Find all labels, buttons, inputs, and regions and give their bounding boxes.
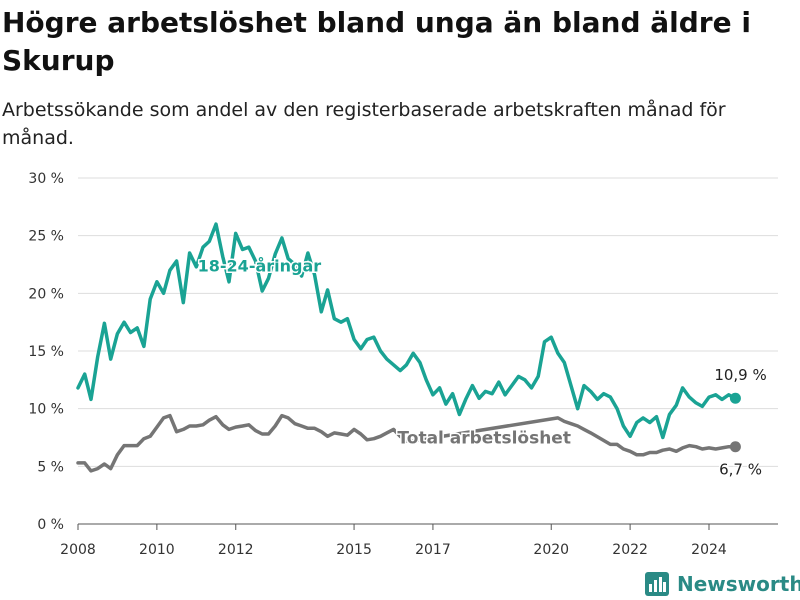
x-tick-label: 2020: [533, 542, 569, 558]
chart-subtitle: Arbetssökande som andel av den registerb…: [2, 99, 726, 149]
brand-name: Newsworthy: [677, 572, 800, 596]
x-tick-label: 2012: [218, 542, 254, 558]
end-value-label: 10,9 %: [714, 366, 766, 384]
x-tick-label: 2022: [612, 542, 648, 558]
grid-lines: [78, 177, 778, 525]
end-point: [729, 441, 741, 453]
x-tick-label: 2008: [60, 542, 96, 558]
y-tick-label: 0 %: [37, 517, 64, 533]
y-tick-label: 30 %: [28, 171, 64, 187]
x-tick-label: 2017: [415, 542, 451, 558]
series-line: [76, 413, 738, 473]
end-point: [729, 392, 741, 404]
newsworthy-logo: Newsworthy: [645, 570, 800, 598]
series-lines: [76, 222, 741, 473]
series-line: [76, 222, 738, 440]
y-tick-label: 5 %: [37, 459, 64, 475]
series-name-label: 18-24-åringar: [198, 256, 322, 275]
bar-chart-logo-icon: [645, 572, 669, 596]
y-tick-label: 20 %: [28, 286, 64, 302]
y-tick-label: 15 %: [28, 344, 64, 360]
series-labels: 18-24-åringar Total arbetslöshet 10,9 % 6,7…: [196, 255, 768, 480]
x-tick-label: 2010: [139, 542, 175, 558]
y-tick-label: 10 %: [28, 402, 64, 418]
x-tick-label: 2024: [691, 542, 727, 558]
chart-title: Högre arbetslöshet bland unga än bland ä…: [2, 6, 751, 77]
series-name-label: Total arbetslöshet: [397, 428, 571, 448]
y-tick-label: 25 %: [28, 229, 64, 245]
x-tick-label: 2015: [336, 542, 372, 558]
end-value-label: 6,7 %: [719, 460, 762, 478]
axes: 0 % 5 % 10 % 15 % 20 % 25 % 30 % 2008 2010 2012 20…: [28, 171, 726, 558]
